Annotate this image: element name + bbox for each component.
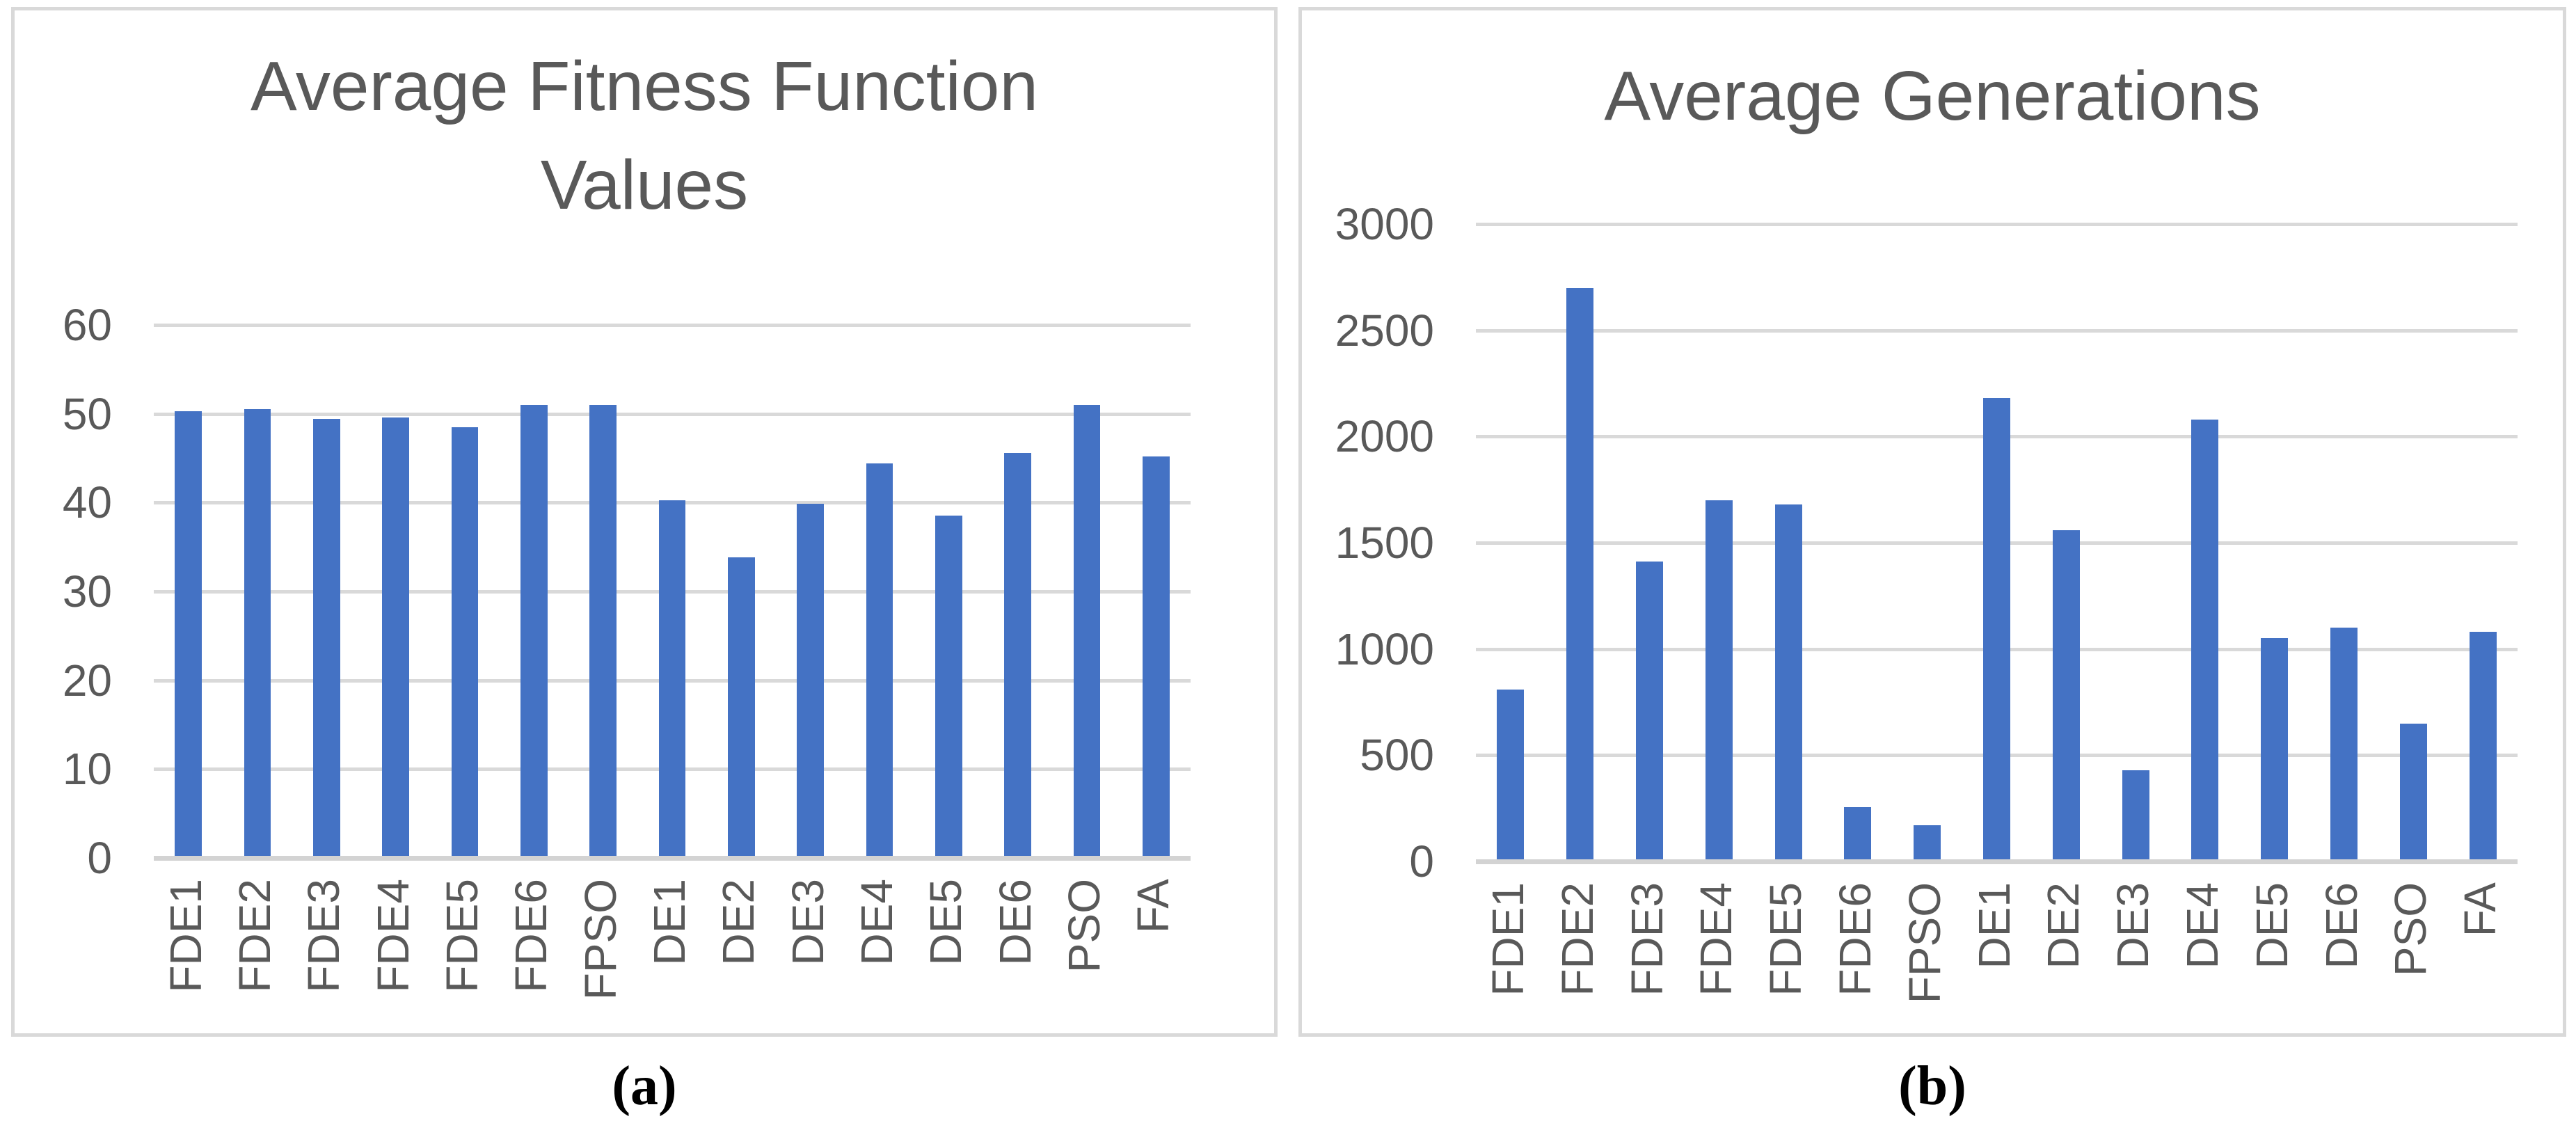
chart-b-title: Average Generations bbox=[1604, 57, 2261, 135]
y-tick-label: 1500 bbox=[1335, 518, 1434, 568]
y-tick-label: 0 bbox=[87, 833, 112, 883]
x-tick-label: DE5 bbox=[2246, 882, 2297, 969]
x-tick-label: DE3 bbox=[2108, 882, 2158, 969]
chart-b-plot-area: 0 500 1000 1500 2000 2500 3000 FDE1 FDE2 FDE3 FDE4… bbox=[1335, 199, 2518, 1003]
chart-a-title: Average Fitness Function Values bbox=[250, 47, 1039, 224]
chart-panel-a: Average Fitness Function Values 0 10 20 30 4… bbox=[11, 7, 1278, 1037]
x-tick-label: FPSO bbox=[575, 879, 626, 1001]
x-axis-line bbox=[1476, 859, 2518, 864]
x-tick-label: DE4 bbox=[2177, 882, 2227, 969]
y-tick-label: 2500 bbox=[1335, 305, 1434, 356]
bar-FDE2 bbox=[244, 409, 271, 858]
y-tick-label: 0 bbox=[1409, 836, 1434, 886]
x-tick-label: FDE4 bbox=[1691, 882, 1742, 996]
bar-DE5 bbox=[2261, 638, 2289, 861]
bar-FDE4 bbox=[382, 417, 410, 858]
bar-FDE5 bbox=[451, 427, 479, 858]
bar-FDE3 bbox=[1636, 562, 1663, 861]
bar-FDE6 bbox=[520, 404, 548, 858]
bar-FDE6 bbox=[1844, 807, 1872, 861]
y-tick-label: 30 bbox=[62, 566, 112, 616]
gridline bbox=[154, 412, 1191, 416]
x-tick-label: FDE2 bbox=[230, 879, 280, 993]
bar-FPSO bbox=[1914, 825, 1941, 861]
x-tick-label: FDE6 bbox=[1829, 882, 1880, 996]
y-tick-label: 3000 bbox=[1335, 199, 1434, 249]
x-tick-label: DE1 bbox=[1969, 882, 2019, 969]
y-tick-label: 10 bbox=[62, 744, 112, 795]
bar-DE2 bbox=[2052, 530, 2080, 861]
x-tick-label: FDE3 bbox=[299, 879, 349, 993]
bar-DE3 bbox=[2122, 770, 2149, 861]
bar-FA bbox=[1142, 456, 1170, 858]
x-tick-label: DE5 bbox=[921, 879, 971, 966]
gridline bbox=[1476, 223, 2518, 226]
x-tick-label: FDE5 bbox=[1760, 882, 1811, 996]
x-tick-label: DE2 bbox=[713, 879, 764, 966]
chart-panel-b: Average Generations 0 500 1000 1500 2000 2500… bbox=[1298, 7, 2566, 1037]
x-tick-label: PSO bbox=[2385, 882, 2436, 977]
bar-FDE3 bbox=[312, 419, 340, 858]
bar-FDE1 bbox=[1497, 689, 1525, 861]
y-tick-label: 40 bbox=[62, 477, 112, 528]
bar-FA bbox=[2469, 632, 2497, 861]
bar-FDE5 bbox=[1774, 504, 1802, 861]
y-tick-label: 20 bbox=[62, 655, 112, 706]
bar-DE5 bbox=[935, 516, 962, 858]
y-tick-label: 1000 bbox=[1335, 623, 1434, 674]
x-tick-label: FA bbox=[2455, 882, 2506, 937]
x-tick-label: FDE1 bbox=[1482, 882, 1533, 996]
bar-FPSO bbox=[589, 404, 617, 858]
bar-PSO bbox=[1073, 404, 1101, 858]
bar-FDE2 bbox=[1566, 287, 1594, 861]
gridline bbox=[154, 324, 1191, 327]
gridline bbox=[1476, 328, 2518, 333]
x-tick-label: FPSO bbox=[1899, 882, 1950, 1004]
y-tick-label: 60 bbox=[62, 300, 112, 350]
x-tick-label: FDE1 bbox=[160, 879, 211, 993]
bar-FDE4 bbox=[1705, 500, 1733, 861]
bar-DE6 bbox=[2330, 628, 2358, 861]
figure-caption-b: (b) bbox=[1898, 1056, 1966, 1117]
y-tick-label: 500 bbox=[1360, 730, 1434, 781]
figure-caption-a: (a) bbox=[612, 1056, 677, 1117]
x-tick-label: FDE3 bbox=[1621, 882, 1672, 996]
x-tick-label: DE4 bbox=[852, 879, 902, 966]
bar-PSO bbox=[2399, 723, 2427, 861]
bar-FDE1 bbox=[175, 411, 202, 858]
x-tick-label: DE2 bbox=[2038, 882, 2089, 969]
bar-DE2 bbox=[727, 557, 755, 858]
x-tick-label: DE3 bbox=[782, 879, 833, 966]
x-tick-label: DE6 bbox=[2316, 882, 2367, 969]
x-tick-label: DE1 bbox=[644, 879, 694, 966]
x-axis-line bbox=[154, 856, 1191, 861]
chart-a-plot-area: 0 10 20 30 40 50 60 FDE1 FDE2 FDE3 FDE4 FDE5 FDE6 FPS… bbox=[63, 300, 1191, 1000]
bar-DE3 bbox=[797, 503, 825, 858]
x-tick-label: FA bbox=[1128, 879, 1179, 934]
x-tick-label: FDE5 bbox=[437, 879, 487, 993]
x-tick-label: DE6 bbox=[989, 879, 1040, 966]
bar-DE1 bbox=[658, 500, 686, 858]
x-tick-label: FDE4 bbox=[367, 879, 418, 993]
x-tick-label: PSO bbox=[1059, 879, 1109, 973]
bar-DE1 bbox=[1983, 398, 2010, 861]
bar-DE4 bbox=[866, 463, 893, 858]
y-tick-label: 2000 bbox=[1335, 411, 1434, 462]
y-tick-label: 50 bbox=[62, 388, 112, 439]
x-tick-label: FDE2 bbox=[1552, 882, 1603, 996]
bar-DE4 bbox=[2191, 419, 2219, 861]
x-tick-label: FDE6 bbox=[506, 879, 557, 993]
bar-DE6 bbox=[1004, 452, 1032, 858]
